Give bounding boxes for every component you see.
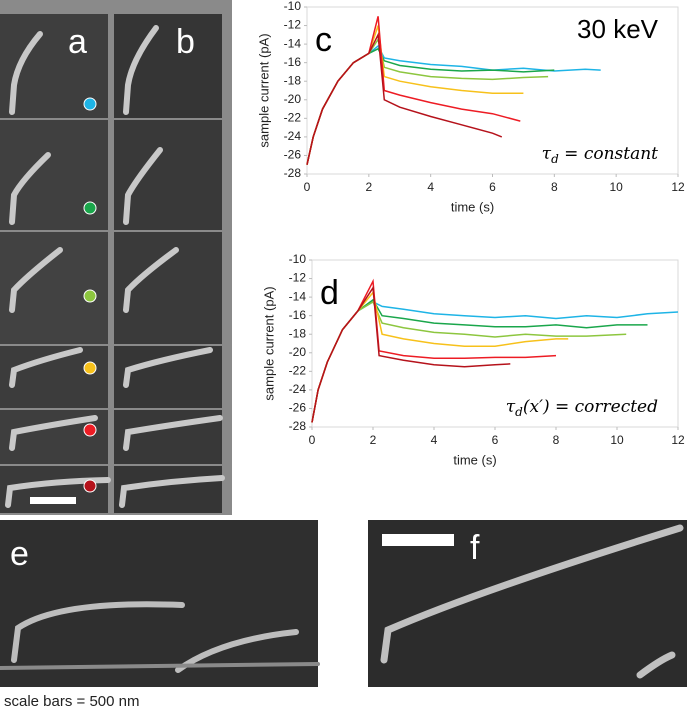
y-tick-label: -18	[289, 326, 307, 340]
x-tick-label: 4	[431, 433, 438, 447]
panel-label: a	[68, 23, 87, 61]
y-axis-label: sample current (pA)	[256, 33, 271, 147]
formula-rest: = constant	[559, 144, 658, 164]
series-line	[311, 278, 557, 423]
y-tick-label: -14	[284, 36, 302, 50]
x-tick-label: 6	[492, 433, 499, 447]
x-axis-label: time (s)	[453, 452, 496, 467]
y-tick-label: -10	[284, 0, 302, 13]
y-tick-label: -28	[284, 166, 302, 180]
x-tick-label: 6	[489, 180, 496, 194]
caption: scale bars = 500 nm	[4, 693, 140, 710]
y-tick-label: -20	[284, 92, 302, 106]
sem-images-ab	[0, 14, 225, 513]
series-line	[306, 44, 601, 165]
y-tick-label: -24	[289, 382, 307, 396]
color-dot	[83, 97, 97, 111]
y-tick-label: -12	[289, 271, 307, 285]
scale-bar	[30, 497, 76, 504]
y-tick-label: -12	[284, 18, 302, 32]
y-tick-label: -10	[289, 252, 307, 266]
formula-subscript: d	[515, 405, 523, 419]
panel-label: f	[470, 529, 480, 567]
y-tick-label: -18	[284, 73, 302, 87]
y-tick-label: -20	[289, 345, 307, 359]
color-dot	[83, 289, 97, 303]
color-dot	[83, 201, 97, 215]
sem-wires-e	[0, 601, 320, 673]
formula-rest: (x′) = corrected	[523, 397, 658, 417]
formula: τd(x′) = corrected	[506, 397, 658, 419]
y-tick-label: -28	[289, 419, 307, 433]
x-tick-label: 10	[609, 180, 623, 194]
panel-label: e	[10, 535, 29, 573]
x-tick-label: 8	[553, 433, 560, 447]
annotation: 30 keV	[577, 14, 659, 44]
formula-symbol: τ	[542, 144, 552, 164]
x-tick-label: 4	[427, 180, 434, 194]
x-tick-label: 12	[671, 433, 685, 447]
x-tick-label: 12	[671, 180, 685, 194]
y-tick-label: -16	[284, 55, 302, 69]
formula-subscript: d	[551, 152, 559, 166]
panel-label: b	[176, 23, 195, 61]
sem-wires-f	[380, 524, 684, 679]
y-tick-label: -14	[289, 289, 307, 303]
x-tick-label: 2	[365, 180, 372, 194]
panel-label: c	[315, 21, 332, 59]
series-line	[311, 285, 511, 423]
sem-image-f	[368, 520, 687, 687]
series-line	[306, 47, 555, 165]
scale-bar	[382, 534, 454, 546]
color-dot	[83, 361, 97, 375]
x-tick-label: 0	[304, 180, 311, 194]
x-tick-label: 8	[551, 180, 558, 194]
series-line	[306, 32, 503, 165]
color-dot	[83, 423, 97, 437]
color-dot	[83, 479, 97, 493]
color-key-dots	[83, 97, 97, 493]
x-tick-label: 0	[309, 433, 316, 447]
x-tick-label: 2	[370, 433, 377, 447]
panel-label: d	[320, 274, 339, 312]
x-axis-label: time (s)	[451, 199, 494, 214]
formula-symbol: τ	[506, 397, 516, 417]
y-tick-label: -22	[284, 111, 302, 125]
formula: τd = constant	[542, 144, 658, 166]
y-tick-label: -26	[289, 401, 307, 415]
y-axis-label: sample current (pA)	[261, 286, 276, 400]
series-line	[306, 25, 524, 165]
y-tick-label: -26	[284, 148, 302, 162]
x-tick-label: 10	[610, 433, 624, 447]
series-line	[306, 16, 521, 165]
y-tick-label: -24	[284, 129, 302, 143]
y-tick-label: -22	[289, 364, 307, 378]
y-tick-label: -16	[289, 308, 307, 322]
